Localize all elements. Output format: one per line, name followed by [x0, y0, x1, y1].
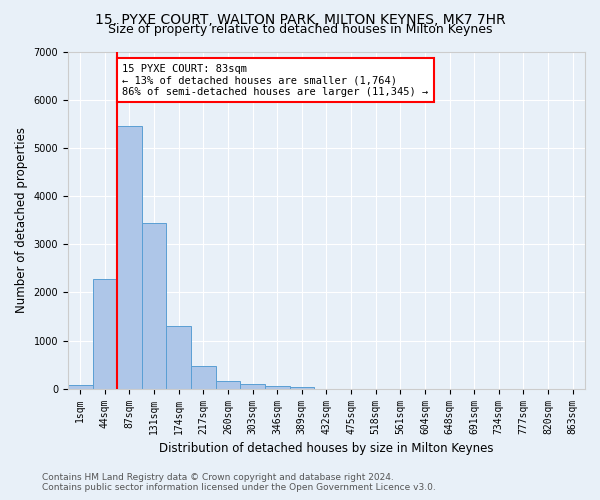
- Bar: [191, 366, 215, 388]
- Text: Contains HM Land Registry data © Crown copyright and database right 2024.
Contai: Contains HM Land Registry data © Crown c…: [42, 473, 436, 492]
- Bar: [92, 280, 117, 388]
- Bar: [240, 384, 265, 388]
- Bar: [215, 381, 240, 388]
- Bar: [142, 223, 166, 388]
- Bar: [117, 126, 142, 388]
- Y-axis label: Number of detached properties: Number of detached properties: [15, 127, 28, 313]
- Bar: [265, 386, 290, 388]
- Text: 15, PYXE COURT, WALTON PARK, MILTON KEYNES, MK7 7HR: 15, PYXE COURT, WALTON PARK, MILTON KEYN…: [95, 12, 505, 26]
- Bar: [166, 326, 191, 388]
- X-axis label: Distribution of detached houses by size in Milton Keynes: Distribution of detached houses by size …: [159, 442, 494, 455]
- Text: Size of property relative to detached houses in Milton Keynes: Size of property relative to detached ho…: [108, 22, 492, 36]
- Text: 15 PYXE COURT: 83sqm
← 13% of detached houses are smaller (1,764)
86% of semi-de: 15 PYXE COURT: 83sqm ← 13% of detached h…: [122, 64, 428, 96]
- Bar: [68, 385, 92, 388]
- Bar: [290, 387, 314, 388]
